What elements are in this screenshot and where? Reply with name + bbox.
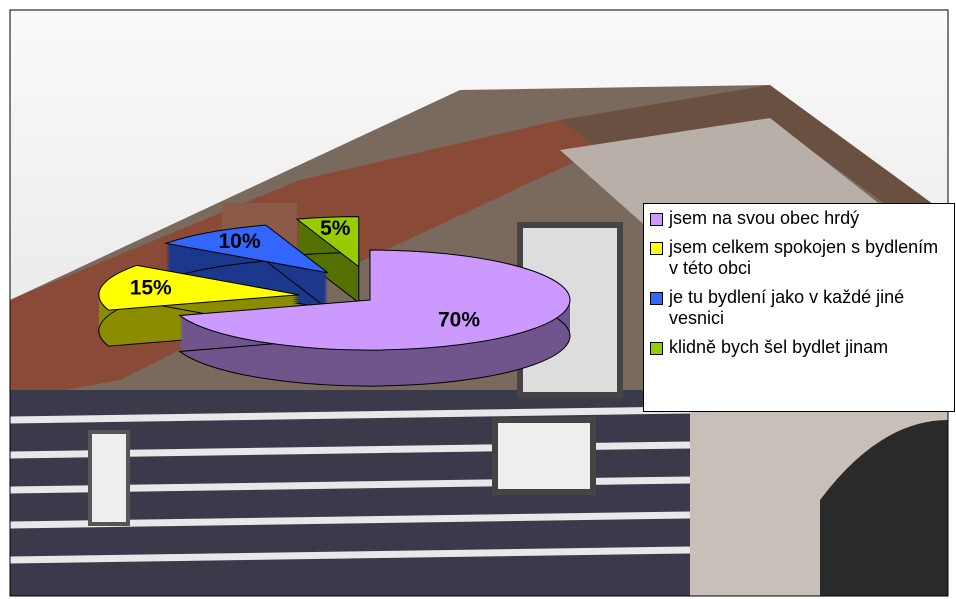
legend-swatch (650, 213, 663, 226)
value-label: 70% (438, 309, 480, 332)
legend-label: jsem celkem spokojen s bydlením v této o… (669, 237, 939, 278)
legend-item: klidně bych šel bydlet jinam (648, 337, 948, 358)
legend-label: klidně bych šel bydlet jinam (669, 337, 889, 357)
slice (98, 264, 299, 311)
slice (163, 224, 328, 274)
roof-edge (560, 85, 948, 250)
legend-swatch (650, 342, 663, 355)
legend-item: jsem na svou obec hrdý (648, 208, 948, 229)
slice (295, 216, 360, 268)
value-label: 15% (130, 276, 172, 299)
legend-swatch (650, 292, 663, 305)
slice (178, 249, 571, 351)
window (492, 417, 596, 495)
window (88, 430, 130, 526)
value-label: 10% (218, 230, 260, 253)
legend-label: je tu bydlení jako v každé jiné vesnici (669, 287, 905, 328)
value-label: 5% (320, 217, 351, 240)
legend-swatch (650, 242, 663, 255)
pie: 70% 15% 10% 5% (98, 216, 571, 387)
legend-item: jsem celkem spokojen s bydlením v této o… (648, 237, 948, 279)
legend-item: je tu bydlení jako v každé jiné vesnici (648, 287, 948, 329)
gate (820, 420, 948, 596)
legend: jsem na svou obec hrdý jsem celkem spokoj… (643, 203, 955, 412)
gable-ornament (560, 118, 900, 230)
legend-label: jsem na svou obec hrdý (669, 208, 860, 228)
